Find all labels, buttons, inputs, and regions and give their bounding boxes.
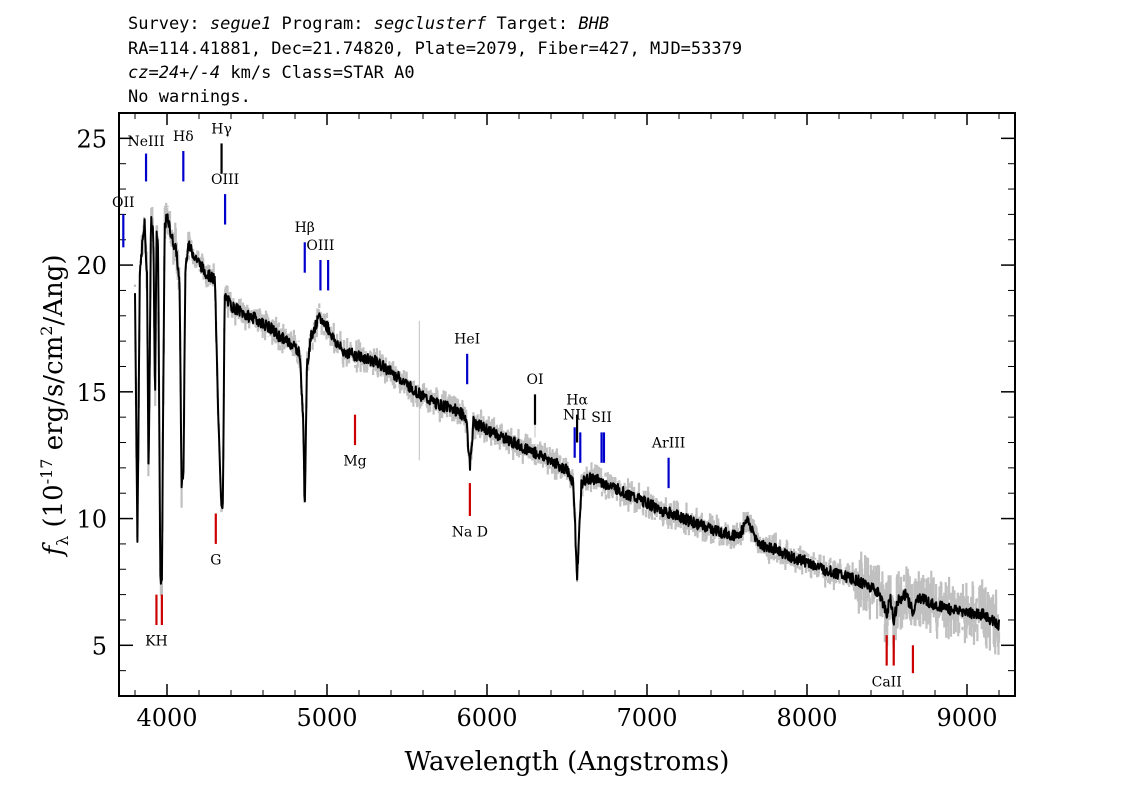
spectrum-line (134, 213, 1000, 631)
line-marker-label: Na D (452, 525, 488, 541)
spectrum-series (134, 213, 1000, 631)
line-marker-label: Hδ (173, 129, 194, 145)
line-marker-label: CaII (872, 674, 902, 690)
line-marker-label: OI (526, 372, 543, 388)
line-marker-label: OII (112, 195, 135, 211)
x-tick-label: 9000 (936, 704, 997, 732)
line-marker-label: OIII (306, 238, 334, 254)
y-tick-label: 20 (76, 252, 107, 280)
y-tick-label: 25 (76, 125, 107, 153)
x-tick-label: 7000 (616, 704, 677, 732)
x-tick-label: 8000 (776, 704, 837, 732)
y-axis-label: fλ (10-17 erg/s/cm2/Ang) (37, 254, 72, 557)
target-value: BHB (578, 14, 609, 34)
header-line-4: No warnings. (128, 87, 251, 107)
line-marker-label: NII (563, 408, 586, 424)
y-tick-label: 10 (76, 506, 107, 534)
line-marker-label: OIII (211, 172, 239, 188)
line-marker-label: KH (145, 634, 168, 650)
survey-value: segue1 (210, 14, 271, 34)
program-value: segclusterf (374, 14, 487, 34)
header-line-2: RA=114.41881, Dec=21.74820, Plate=2079, … (128, 39, 742, 59)
x-tick-label: 5000 (296, 704, 357, 732)
target-label: Target: (486, 14, 578, 34)
x-axis-label: Wavelength (Angstroms) (405, 747, 730, 777)
line-marker-label: Hγ (211, 121, 232, 137)
line-marker-label: Hα (566, 393, 588, 409)
class-text: km/s Class=STAR A0 (220, 63, 414, 83)
header-line-1: Survey: segue1 Program: segclusterf Targ… (128, 14, 609, 34)
x-tick-label: 4000 (136, 704, 197, 732)
plot-frame (118, 112, 1016, 697)
x-tick-label: 6000 (456, 704, 517, 732)
line-marker-label: Hβ (295, 220, 315, 236)
line-marker-label: ArIII (651, 436, 685, 452)
survey-label: Survey: (128, 14, 210, 34)
line-marker-label: HeI (454, 332, 480, 348)
line-marker-label: G (210, 553, 221, 569)
line-marker-label: SII (591, 410, 612, 426)
redshift-value: cz=24+/-4 (128, 63, 220, 83)
y-tick-label: 15 (76, 379, 107, 407)
y-tick-label: 5 (92, 632, 107, 660)
line-marker-label: Mg (343, 454, 366, 470)
line-marker-label: NeIII (127, 134, 164, 150)
program-label: Program: (271, 14, 373, 34)
header-line-3: cz=24+/-4 km/s Class=STAR A0 (128, 63, 415, 83)
axis-ticks: 4000 5000 6000 7000 8000 9000 5 10 15 20 25 (76, 112, 1015, 732)
